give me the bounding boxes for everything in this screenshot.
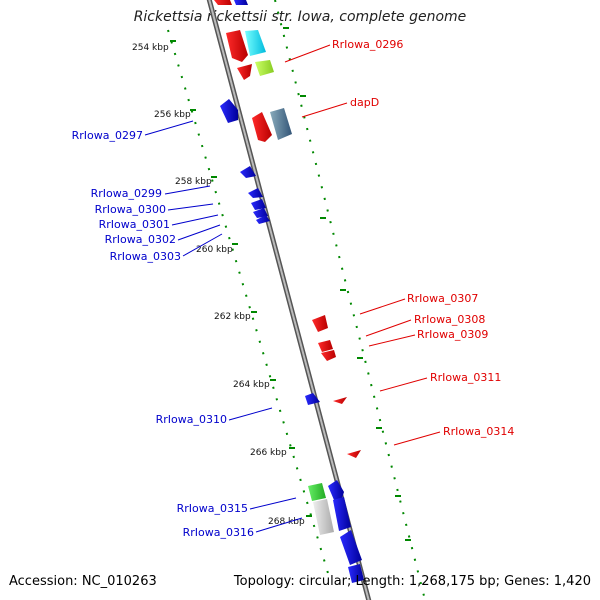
gene-feature — [234, 0, 248, 5]
gene-label: RrIowa_0303 — [110, 250, 181, 263]
gene-feature — [340, 530, 362, 565]
gene-feature — [318, 340, 333, 352]
gene-feature — [333, 497, 351, 531]
gene-label: RrIowa_0309 — [417, 328, 488, 341]
gene-feature — [245, 30, 266, 56]
tick-marks — [170, 27, 411, 541]
gene-feature — [333, 397, 347, 404]
reverse-gene-labels: RrIowa_0297 RrIowa_0299 RrIowa_0300 RrIo… — [72, 129, 254, 539]
gene-feature — [305, 393, 320, 405]
accession-text: Accession: NC_010263 — [9, 574, 157, 589]
gene-label: RrIowa_0297 — [72, 129, 143, 142]
gene-feature — [313, 499, 334, 535]
leader-lines — [144, 44, 441, 533]
gene-feature — [312, 315, 328, 332]
gene-feature — [253, 208, 268, 218]
tick-label: 266 kbp — [250, 448, 287, 458]
genome-summary-text: Topology: circular; Length: 1,268,175 bp… — [233, 574, 591, 589]
gene-feature — [214, 0, 232, 5]
gene-label: RrIowa_0299 — [91, 187, 162, 200]
tick-label: 262 kbp — [214, 312, 251, 322]
gene-feature — [226, 30, 248, 62]
gene-feature — [252, 112, 272, 142]
gene-label: dapD — [350, 96, 379, 109]
gene-label: RrIowa_0302 — [105, 233, 176, 246]
tick-label: 260 kbp — [196, 245, 233, 255]
gene-feature — [220, 99, 238, 123]
gene-feature — [348, 564, 364, 583]
gene-label: RrIowa_0315 — [177, 502, 248, 515]
gene-features — [214, 0, 364, 583]
gene-feature — [328, 480, 344, 500]
tick-label: 264 kbp — [233, 380, 270, 390]
gene-label: RrIowa_0308 — [414, 313, 485, 326]
gene-feature — [256, 215, 270, 224]
tick-label: 268 kbp — [268, 517, 305, 527]
tick-labels: 254 kbp 256 kbp 258 kbp 260 kbp 262 kbp … — [132, 43, 305, 527]
gene-feature — [321, 350, 336, 361]
gene-feature — [251, 199, 266, 210]
gene-label: RrIowa_0314 — [443, 425, 514, 438]
gene-feature — [248, 188, 263, 198]
forward-gene-labels: RrIowa_0296 dapD RrIowa_0307 RrIowa_0308… — [332, 38, 514, 438]
tick-label: 254 kbp — [132, 43, 169, 53]
tick-label: 258 kbp — [175, 177, 212, 187]
gene-label: RrIowa_0307 — [407, 292, 478, 305]
gene-label: RrIowa_0316 — [183, 526, 254, 539]
gene-label: RrIowa_0300 — [95, 203, 166, 216]
gene-feature — [270, 108, 292, 140]
gene-feature — [347, 450, 361, 458]
gene-label: RrIowa_0301 — [99, 218, 170, 231]
gene-feature — [255, 60, 274, 76]
inner-dot-ring — [167, 29, 331, 581]
gene-feature — [240, 166, 256, 178]
gene-label: RrIowa_0311 — [430, 371, 501, 384]
gene-label: RrIowa_0296 — [332, 38, 403, 51]
tick-label: 256 kbp — [154, 110, 191, 120]
gene-feature — [237, 64, 252, 80]
gene-label: RrIowa_0310 — [156, 413, 227, 426]
gene-feature — [308, 483, 326, 501]
